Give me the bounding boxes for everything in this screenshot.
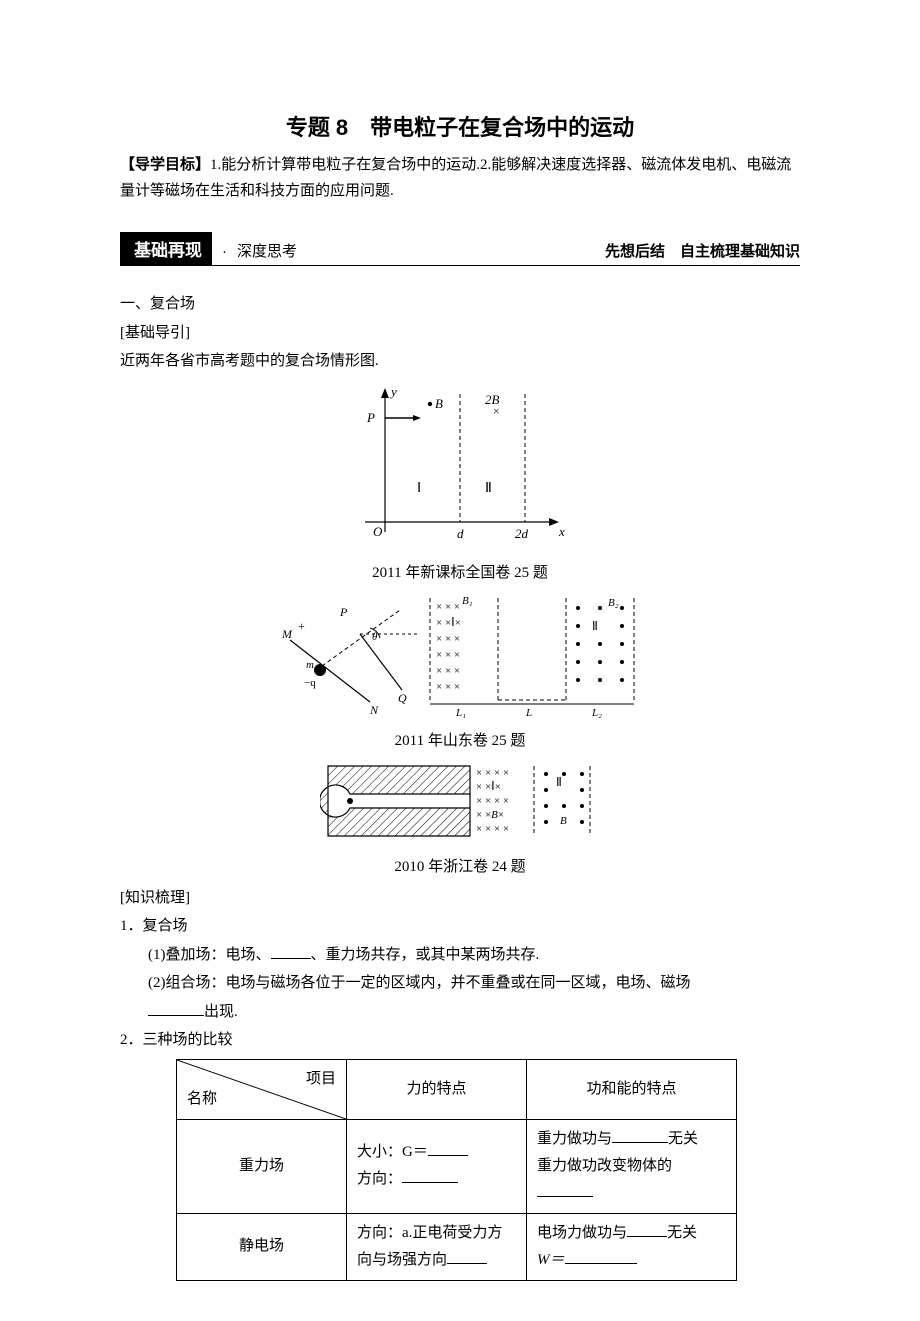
section-banner-row: 基础再现 · 深度思考 先想后结 自主梳理基础知识 (120, 232, 800, 266)
svg-text:× × ×: × × × (436, 681, 460, 693)
objective-label: 【导学目标】 (120, 156, 210, 173)
svg-text:M: M (281, 627, 293, 641)
row1-colc: 重力做功与 无关 重力做功改变物体的 (527, 1119, 737, 1213)
svg-text:O: O (373, 524, 383, 539)
col-c-header: 功和能的特点 (527, 1059, 737, 1119)
svg-text:× × ×: × × × (436, 649, 460, 661)
svg-text:× × × ×: × × × × (476, 795, 509, 807)
page-title: 专题 8 带电粒子在复合场中的运动 (120, 110, 800, 142)
objective-text: 1.能分析计算带电粒子在复合场中的运动.2.能够解决速度选择器、磁流体发电机、电… (120, 157, 791, 199)
banner-tag: 先想后结 自主梳理基础知识 (605, 240, 800, 265)
table-row: 项目 名称 力的特点 功和能的特点 (177, 1059, 737, 1119)
r1c2: 重力做功改变物体的 (537, 1158, 672, 1174)
svg-text:x: x (558, 524, 565, 539)
r1c1a: 重力做功与 (537, 1131, 612, 1147)
k2-heading: 2．三种场的比较 (120, 1026, 800, 1055)
svg-text:L: L (525, 707, 532, 719)
blank-1 (271, 944, 311, 959)
k1a-pre: (1)叠加场：电场、 (148, 947, 271, 963)
blank-7 (447, 1249, 487, 1264)
learning-objective: 【导学目标】1.能分析计算带电粒子在复合场中的运动.2.能够解决速度选择器、磁流… (120, 152, 800, 204)
k1-heading: 1．复合场 (120, 912, 800, 941)
caption-3: 2010 年浙江卷 24 题 (120, 855, 800, 876)
r1b1: 大小：G＝ (357, 1144, 428, 1160)
blank-9 (565, 1249, 637, 1264)
svg-text:B₂: B₂ (608, 597, 619, 609)
svg-text:m: m (306, 659, 314, 671)
banner-sub: 深度思考 (237, 243, 297, 260)
svg-text:× × ×: × × × (436, 665, 460, 677)
svg-text:Ⅰ: Ⅰ (417, 481, 421, 496)
banner-left: 基础再现 · 深度思考 (120, 232, 297, 265)
r1c1b: 无关 (668, 1131, 698, 1147)
svg-text:d: d (457, 526, 464, 541)
lead-text: 近两年各省市高考题中的复合场情形图. (120, 347, 800, 376)
r2c1a: 电场力做功与 (537, 1225, 627, 1241)
svg-text:× × × ×: × × × × (476, 823, 509, 835)
banner-dot: · (222, 243, 227, 260)
svg-text:Q: Q (398, 691, 407, 705)
svg-text:× ×Ⅰ×: × ×Ⅰ× (436, 615, 461, 629)
svg-text:× × ×: × × × (436, 633, 460, 645)
caption-1: 2011 年新课标全国卷 25 题 (120, 561, 800, 582)
svg-text:Ⅱ: Ⅱ (485, 481, 492, 496)
svg-text:L₁: L₁ (455, 707, 466, 719)
r2c2: W＝ (537, 1252, 565, 1268)
svg-text:× ×B×: × ×B× (476, 809, 504, 821)
svg-text:B: B (435, 396, 443, 411)
row2-name: 静电场 (177, 1213, 347, 1280)
svg-text:Ⅱ: Ⅱ (556, 775, 562, 789)
blank-3 (428, 1141, 468, 1156)
k1b: (2)组合场：电场与磁场各位于一定的区域内，并不重叠或在同一区域，电场、磁场 (120, 969, 800, 998)
r2c1b: 无关 (667, 1225, 697, 1241)
r1b2: 方向： (357, 1171, 402, 1187)
blank-5 (612, 1128, 668, 1143)
svg-text:× ×Ⅰ×: × ×Ⅰ× (476, 779, 501, 793)
svg-text:×: × (493, 404, 500, 418)
comparison-table: 项目 名称 力的特点 功和能的特点 重力场 大小：G＝ 方向： 重力做功与 无关 … (176, 1059, 737, 1281)
svg-text:P: P (339, 605, 348, 619)
k1a-post: 、重力场共存，或其中某两场共存. (311, 947, 540, 963)
col-b-header: 力的特点 (347, 1059, 527, 1119)
row1-name: 重力场 (177, 1119, 347, 1213)
svg-text:× × × ×: × × × × (476, 767, 509, 779)
svg-text:L₂: L₂ (591, 707, 602, 719)
k1b-post: 出现. (204, 1004, 238, 1020)
svg-text:+: + (298, 619, 305, 633)
header-diag-cell: 项目 名称 (177, 1059, 347, 1119)
svg-text:N: N (369, 703, 379, 717)
table-row: 静电场 方向：a.正电荷受力方向与场强方向 电场力做功与 无关 W＝ (177, 1213, 737, 1280)
blank-8 (627, 1222, 667, 1237)
svg-text:B₁: B₁ (462, 595, 473, 607)
hdr-top: 项目 (306, 1066, 336, 1093)
svg-text:P: P (366, 410, 375, 425)
svg-text:2d: 2d (515, 526, 529, 541)
svg-text:θ: θ (372, 631, 378, 643)
diagram-3: × × × × × ×Ⅰ× × × × × × ×B× × × × × Ⅱ B (120, 758, 800, 851)
row2-colc: 电场力做功与 无关 W＝ (527, 1213, 737, 1280)
caption-2: 2011 年山东卷 25 题 (120, 729, 800, 750)
svg-text:Ⅱ: Ⅱ (592, 619, 598, 633)
banner-main: 基础再现 (120, 232, 212, 265)
row1-colb: 大小：G＝ 方向： (347, 1119, 527, 1213)
blank-6 (537, 1182, 593, 1197)
k1a: (1)叠加场：电场、 、重力场共存，或其中某两场共存. (120, 941, 800, 970)
table-row: 重力场 大小：G＝ 方向： 重力做功与 无关 重力做功改变物体的 (177, 1119, 737, 1213)
svg-text:× × ×: × × × (436, 601, 460, 613)
section-1-heading: 一、复合场 (120, 290, 800, 319)
diagram-1: P B 2B × Ⅰ Ⅱ O d 2d x y (120, 382, 800, 557)
svg-text:B: B (560, 815, 567, 827)
svg-text:−q: −q (304, 677, 316, 689)
k1b-line2: 出现. (120, 998, 800, 1027)
hdr-bot: 名称 (187, 1086, 217, 1113)
diagram-2: M N m −q P + θ Q × × × × ×Ⅰ× (120, 590, 800, 725)
blank-2 (148, 1001, 204, 1016)
row2-colb: 方向：a.正电荷受力方向与场强方向 (347, 1213, 527, 1280)
svg-text:y: y (389, 384, 397, 399)
blank-4 (402, 1168, 458, 1183)
lead-label: [基础导引] (120, 319, 800, 348)
knowledge-label: [知识梳理] (120, 884, 800, 913)
